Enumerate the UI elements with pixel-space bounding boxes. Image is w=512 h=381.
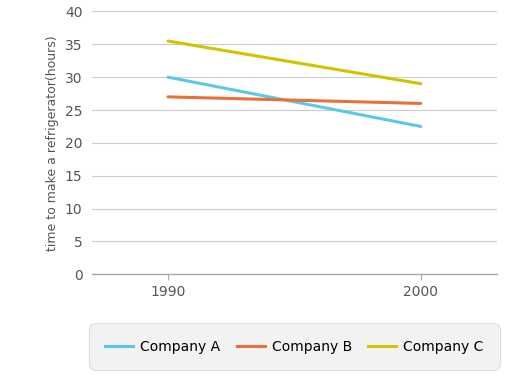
Y-axis label: time to make a refrigerator(hours): time to make a refrigerator(hours) [46,35,59,251]
Legend: Company A, Company B, Company C: Company A, Company B, Company C [94,328,495,365]
